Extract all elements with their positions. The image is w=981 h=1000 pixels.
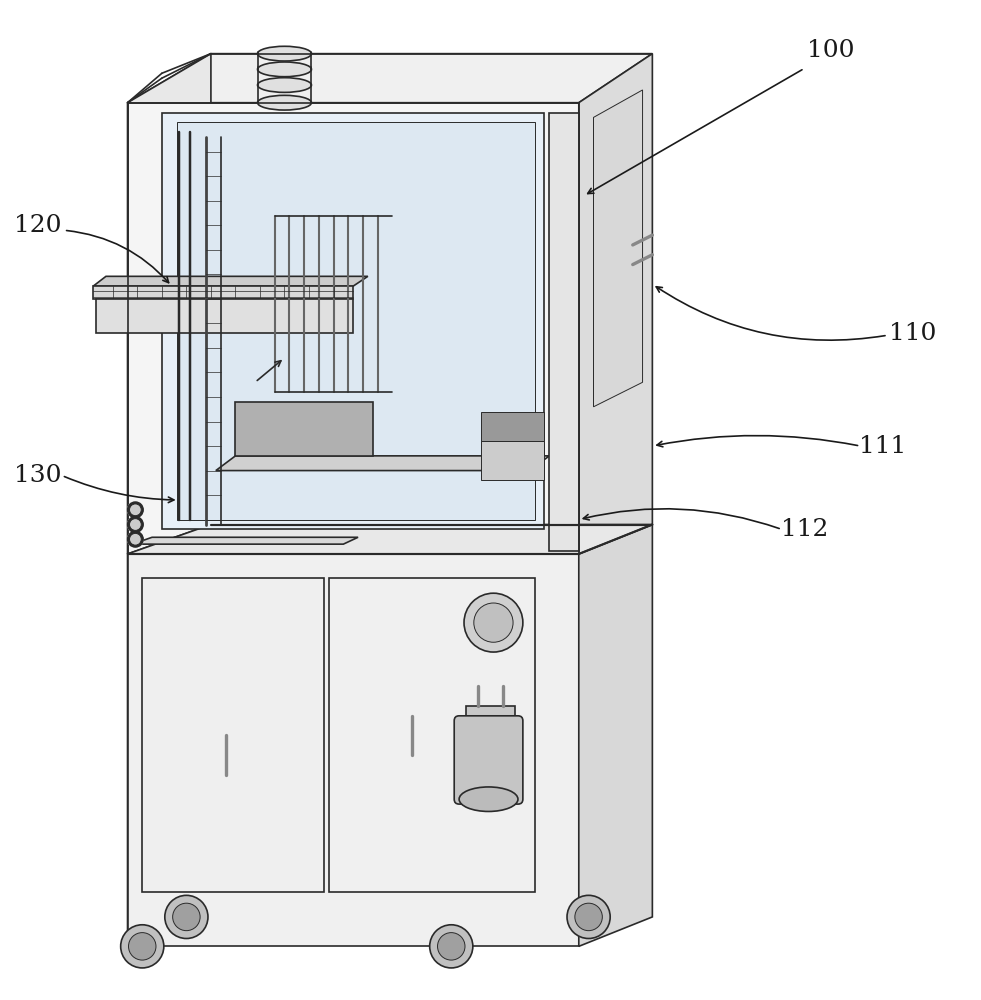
Circle shape — [129, 933, 156, 960]
Text: 120: 120 — [14, 214, 61, 237]
Circle shape — [128, 517, 143, 532]
Ellipse shape — [459, 787, 518, 811]
Polygon shape — [329, 578, 535, 892]
FancyBboxPatch shape — [454, 716, 523, 804]
Circle shape — [575, 903, 602, 931]
Circle shape — [464, 593, 523, 652]
Ellipse shape — [257, 46, 312, 61]
Polygon shape — [128, 554, 579, 946]
Polygon shape — [481, 412, 544, 441]
Circle shape — [430, 925, 473, 968]
Polygon shape — [93, 286, 353, 299]
Circle shape — [129, 533, 141, 545]
Ellipse shape — [257, 62, 312, 77]
Polygon shape — [128, 103, 579, 554]
Circle shape — [129, 519, 141, 530]
Text: 112: 112 — [781, 518, 828, 541]
Circle shape — [128, 531, 143, 547]
Text: 100: 100 — [807, 39, 854, 62]
Circle shape — [438, 933, 465, 960]
Circle shape — [128, 531, 143, 547]
Polygon shape — [549, 113, 579, 551]
Polygon shape — [235, 402, 373, 456]
Text: 111: 111 — [859, 435, 906, 458]
Polygon shape — [481, 441, 544, 480]
Circle shape — [173, 903, 200, 931]
Circle shape — [121, 925, 164, 968]
Text: 130: 130 — [14, 464, 61, 487]
Circle shape — [128, 502, 143, 518]
Polygon shape — [216, 456, 549, 471]
Polygon shape — [142, 578, 324, 892]
Circle shape — [129, 504, 141, 516]
Circle shape — [567, 895, 610, 939]
Polygon shape — [579, 525, 652, 946]
Text: 110: 110 — [889, 322, 936, 345]
Polygon shape — [128, 525, 652, 554]
Ellipse shape — [257, 95, 312, 110]
Polygon shape — [128, 525, 211, 946]
Polygon shape — [594, 90, 643, 407]
Polygon shape — [601, 137, 636, 402]
Polygon shape — [128, 54, 211, 554]
Polygon shape — [128, 54, 652, 103]
Polygon shape — [96, 299, 353, 333]
Circle shape — [128, 502, 143, 518]
Circle shape — [165, 895, 208, 939]
Polygon shape — [162, 113, 544, 529]
Polygon shape — [93, 276, 368, 286]
Polygon shape — [132, 537, 358, 544]
Circle shape — [474, 603, 513, 642]
Polygon shape — [579, 54, 652, 554]
Polygon shape — [177, 122, 535, 520]
Ellipse shape — [257, 78, 312, 92]
Circle shape — [128, 517, 143, 532]
Polygon shape — [466, 706, 515, 794]
